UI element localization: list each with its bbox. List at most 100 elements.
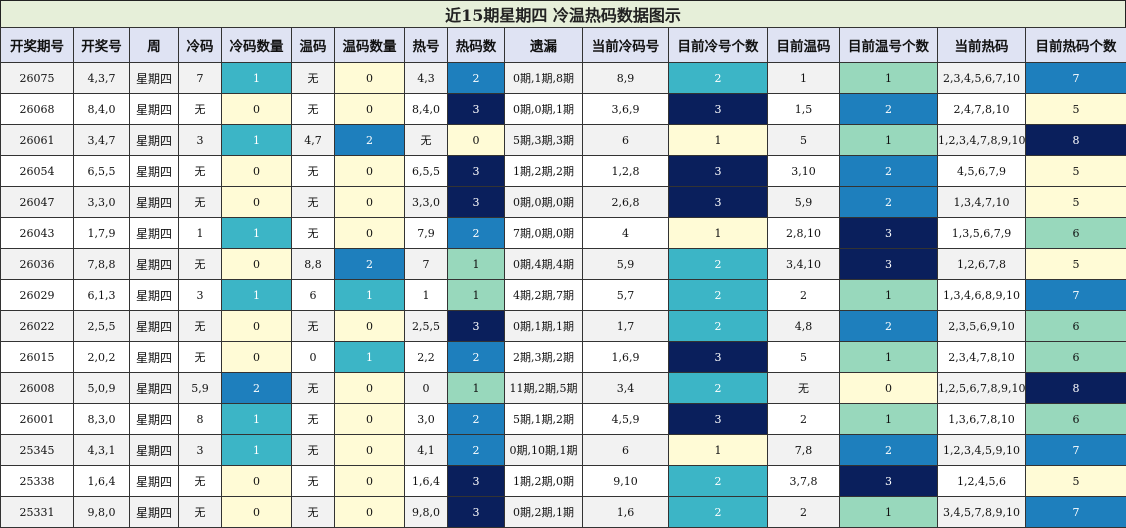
cell-current-cold: 5,7 — [582, 279, 669, 311]
cell-cold-total: 2 — [668, 465, 768, 497]
cell-hot-total: 5 — [1025, 248, 1126, 280]
cell-cold-code: 无 — [178, 155, 222, 187]
header-draw-number: 开奖号 — [73, 27, 130, 63]
cell-current-warm: 1 — [767, 62, 840, 94]
header-hot-total: 目前热码个数 — [1025, 27, 1126, 63]
cell-omission: 0期,1期,1期 — [504, 310, 583, 342]
cell-cold-code: 无 — [178, 310, 222, 342]
cell-period: 26029 — [0, 279, 74, 311]
cell-warm-count: 2 — [334, 124, 405, 156]
cell-hot-total: 5 — [1025, 93, 1126, 125]
cell-omission: 11期,2期,5期 — [504, 372, 583, 404]
cell-omission: 1期,2期,0期 — [504, 465, 583, 497]
cell-current-cold: 6 — [582, 124, 669, 156]
cell-period: 26008 — [0, 372, 74, 404]
cell-hot-code: 0 — [404, 372, 448, 404]
cell-omission: 0期,0期,1期 — [504, 93, 583, 125]
cell-cold-count: 0 — [221, 341, 292, 373]
cell-cold-total: 2 — [668, 248, 768, 280]
cell-cold-count: 0 — [221, 248, 292, 280]
cell-draw-number: 4,3,1 — [73, 434, 130, 466]
cell-current-hot: 1,3,5,6,7,9 — [937, 217, 1026, 249]
cell-omission: 7期,0期,0期 — [504, 217, 583, 249]
cell-weekday: 星期四 — [129, 93, 179, 125]
cell-warm-code: 无 — [291, 465, 335, 497]
cell-hot-code: 无 — [404, 124, 448, 156]
cell-hot-code: 2,2 — [404, 341, 448, 373]
cell-warm-code: 0 — [291, 341, 335, 373]
cell-current-warm: 7,8 — [767, 434, 840, 466]
cell-period: 26054 — [0, 155, 74, 187]
cell-current-cold: 6 — [582, 434, 669, 466]
cell-warm-total: 1 — [839, 496, 938, 528]
cell-current-cold: 1,7 — [582, 310, 669, 342]
cell-weekday: 星期四 — [129, 434, 179, 466]
table-row: 26061 3,4,7 星期四 3 1 4,7 2 无 0 5期,3期,3期 6 1 5 1 1,2,3,4… — [0, 124, 1126, 156]
table-row: 26075 4,3,7 星期四 7 1 无 0 4,3 2 0期,1期,8期 8,9 2 1 1 2,3,4… — [0, 62, 1126, 94]
cell-period: 26043 — [0, 217, 74, 249]
cell-cold-total: 2 — [668, 62, 768, 94]
cell-cold-code: 无 — [178, 465, 222, 497]
cell-hot-total: 6 — [1025, 403, 1126, 435]
table-row: 25338 1,6,4 星期四无 0 无 0 1,6,4 3 1期,2期,0期 9,10 2 3,7,… — [0, 465, 1126, 497]
header-hot-count: 热码数 — [447, 27, 505, 63]
cell-warm-code: 无 — [291, 434, 335, 466]
cell-hot-code: 3,0 — [404, 403, 448, 435]
header-hot-code: 热号 — [404, 27, 448, 63]
cell-warm-total: 1 — [839, 341, 938, 373]
cell-cold-total: 3 — [668, 155, 768, 187]
cell-current-hot: 1,2,6,7,8 — [937, 248, 1026, 280]
cell-current-cold: 2,6,8 — [582, 186, 669, 218]
cell-cold-code: 5,9 — [178, 372, 222, 404]
cell-omission: 5期,3期,3期 — [504, 124, 583, 156]
cell-cold-count: 0 — [221, 465, 292, 497]
cell-warm-count: 0 — [334, 93, 405, 125]
cell-hot-total: 5 — [1025, 465, 1126, 497]
cell-period: 25338 — [0, 465, 74, 497]
cell-warm-code: 无 — [291, 403, 335, 435]
cell-omission: 0期,1期,8期 — [504, 62, 583, 94]
table-row: 26068 8,4,0 星期四无 0 无 0 8,4,0 3 0期,0期,1期 3,6,9 3 1,5… — [0, 93, 1126, 125]
cell-warm-code: 6 — [291, 279, 335, 311]
cell-weekday: 星期四 — [129, 124, 179, 156]
cell-warm-total: 2 — [839, 434, 938, 466]
cell-cold-total: 3 — [668, 93, 768, 125]
cell-hot-code: 2,5,5 — [404, 310, 448, 342]
cell-hot-code: 9,8,0 — [404, 496, 448, 528]
cell-draw-number: 7,8,8 — [73, 248, 130, 280]
cell-cold-code: 无 — [178, 248, 222, 280]
cell-warm-total: 3 — [839, 248, 938, 280]
cell-warm-total: 2 — [839, 310, 938, 342]
cell-current-cold: 1,6,9 — [582, 341, 669, 373]
cell-current-hot: 1,2,3,4,7,8,9,10 — [937, 124, 1026, 156]
cell-warm-count: 2 — [334, 248, 405, 280]
table-row: 26008 5,0,9 星期四 5,9 2 无 0 0 1 11期,2期,5期 3,4 2 无 0 1,2,… — [0, 372, 1126, 404]
cell-cold-code: 无 — [178, 186, 222, 218]
cell-warm-total: 2 — [839, 93, 938, 125]
cell-warm-total: 1 — [839, 62, 938, 94]
cell-warm-count: 0 — [334, 496, 405, 528]
cell-cold-code: 3 — [178, 124, 222, 156]
cell-warm-total: 3 — [839, 465, 938, 497]
cell-current-warm: 3,10 — [767, 155, 840, 187]
cell-cold-total: 3 — [668, 341, 768, 373]
header-current-cold: 当前冷码号 — [582, 27, 669, 63]
cell-hot-code: 3,3,0 — [404, 186, 448, 218]
cell-hot-total: 5 — [1025, 186, 1126, 218]
cell-omission: 0期,0期,0期 — [504, 186, 583, 218]
cell-cold-count: 0 — [221, 93, 292, 125]
cell-omission: 0期,2期,1期 — [504, 496, 583, 528]
cell-cold-count: 1 — [221, 217, 292, 249]
cell-cold-count: 2 — [221, 372, 292, 404]
cell-warm-total: 3 — [839, 217, 938, 249]
cell-warm-code: 无 — [291, 93, 335, 125]
cell-current-cold: 8,9 — [582, 62, 669, 94]
cell-warm-count: 0 — [334, 62, 405, 94]
cell-current-warm: 5 — [767, 341, 840, 373]
cell-current-cold: 3,6,9 — [582, 93, 669, 125]
cell-cold-total: 3 — [668, 186, 768, 218]
cell-omission: 0期,4期,4期 — [504, 248, 583, 280]
cell-cold-code: 无 — [178, 496, 222, 528]
cell-hot-count: 3 — [447, 465, 505, 497]
cell-warm-code: 8,8 — [291, 248, 335, 280]
